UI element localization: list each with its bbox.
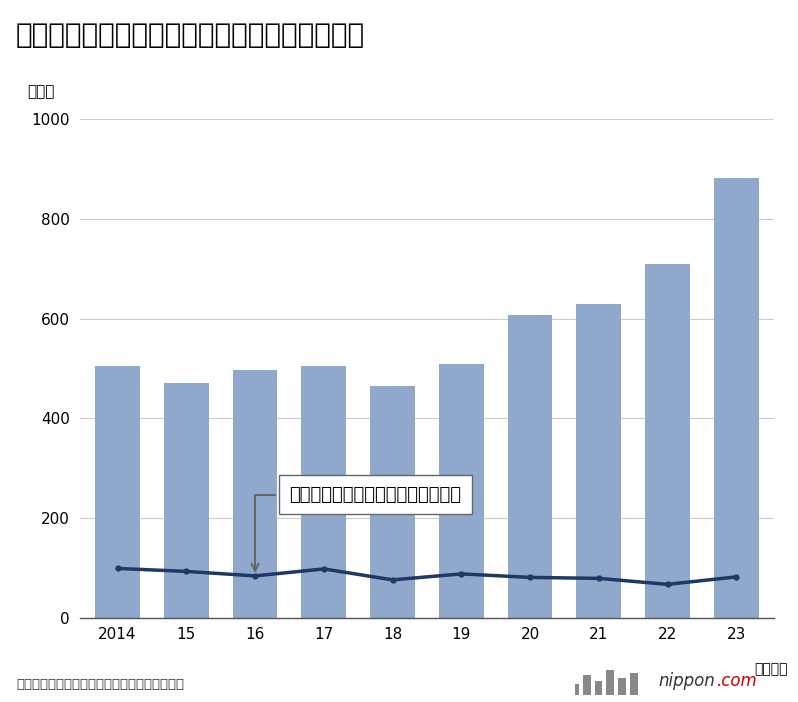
Bar [630,673,638,695]
Text: nippon: nippon [658,672,715,690]
Bar [95,366,140,618]
Text: （件）: （件） [28,84,55,100]
Text: 精神障害での労災支給決定（認定）件数の推移: 精神障害での労災支給決定（認定）件数の推移 [16,21,365,49]
Bar [164,383,209,618]
Bar [508,314,552,618]
Bar [439,364,484,618]
Bar [370,386,415,618]
Text: （年度）: （年度） [754,663,788,677]
Text: うち自殺（未遂を含む）に係るもの: うち自殺（未遂を含む）に係るもの [251,486,461,571]
Bar [618,678,626,695]
Bar [571,684,579,695]
Bar [606,670,614,695]
Text: .com: .com [716,672,757,690]
Bar [583,675,591,695]
Bar [302,366,346,618]
Bar [714,178,759,618]
Bar [595,681,602,695]
Bar [645,264,689,618]
Text: 出所：厚生労働省「過労死等の労災補償状況」: 出所：厚生労働省「過労死等の労災補償状況」 [16,678,184,691]
Bar [233,369,278,618]
Bar [576,304,621,618]
